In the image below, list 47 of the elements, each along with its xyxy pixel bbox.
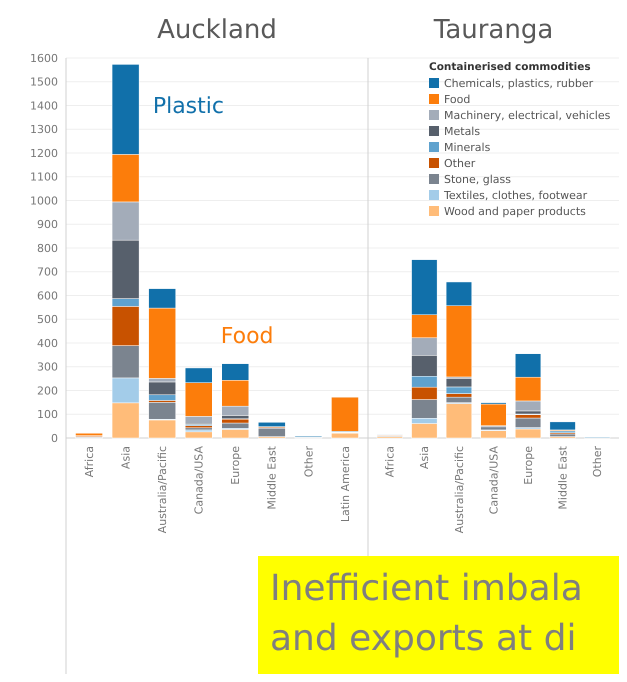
legend-label: Other: [444, 157, 476, 170]
legend-label: Metals: [444, 125, 480, 138]
y-tick-label: 1300: [30, 123, 58, 136]
legend-label: Stone, glass: [444, 173, 512, 186]
legend-label: Chemicals, plastics, rubber: [444, 77, 594, 90]
x-tick-label: Canada/USA: [487, 446, 500, 514]
chart-title: Tauranga: [432, 15, 554, 45]
chart-title: Auckland: [157, 15, 277, 45]
x-tick-label: Asia: [119, 446, 132, 470]
x-tick-label: Australia/Pacific: [452, 446, 466, 534]
y-tick-label: 1500: [30, 76, 58, 89]
y-tick-label: 200: [37, 384, 58, 398]
y-tick-label: 0: [51, 432, 58, 445]
x-tick-label: Australia/Pacific: [156, 446, 170, 534]
y-tick-label: 700: [37, 266, 58, 279]
y-tick-label: 1100: [30, 170, 58, 184]
x-tick-label: Other: [591, 446, 604, 478]
y-tick-label: 400: [37, 336, 58, 350]
y-tick-label: 800: [37, 242, 58, 255]
x-tick-label: Asia: [418, 446, 432, 470]
y-tick-label: 100: [37, 408, 58, 422]
y-tick-label: 500: [37, 313, 58, 326]
legend-label: Machinery, electrical, vehicles: [444, 109, 611, 122]
y-tick-label: 1000: [30, 194, 58, 208]
y-tick-label: 1600: [30, 52, 58, 65]
x-tick-label: Other: [302, 446, 316, 478]
x-tick-label: Latin America: [338, 446, 352, 522]
legend-title: Containerised commodities: [429, 61, 591, 73]
legend-label: Minerals: [444, 141, 491, 154]
note-box: Inefficient imbala and exports at di: [258, 556, 619, 674]
x-tick-label: Canada/USA: [192, 446, 206, 514]
y-tick-label: 300: [37, 360, 58, 374]
legend-label: Food: [444, 93, 470, 106]
x-tick-label: Europe: [229, 446, 242, 485]
x-tick-label: Europe: [522, 446, 535, 485]
annotation: Food: [220, 324, 274, 349]
x-tick-label: Middle East: [266, 445, 279, 510]
y-tick-label: 1200: [30, 146, 58, 160]
y-tick-label: 1400: [30, 99, 58, 112]
legend-label: Wood and paper products: [444, 205, 586, 218]
annotation: Plastic: [152, 94, 224, 119]
x-tick-label: Africa: [384, 446, 397, 478]
x-tick-label: Africa: [82, 446, 96, 478]
y-tick-label: 900: [37, 218, 58, 232]
x-tick-label: Middle East: [556, 445, 570, 510]
y-tick-label: 600: [37, 289, 58, 302]
legend-label: Textiles, clothes, footwear: [443, 189, 588, 202]
